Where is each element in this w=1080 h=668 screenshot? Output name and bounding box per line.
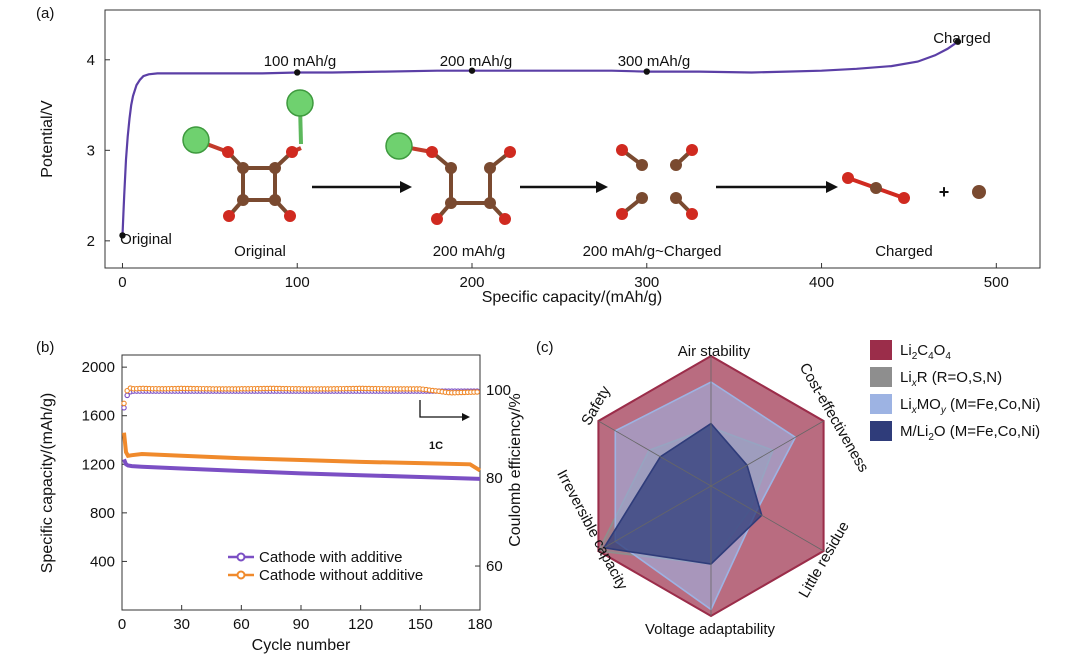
b-xtick-label: 150 (408, 616, 433, 633)
rate-label: 1C (429, 440, 443, 452)
panel-a-ticks: 0 100 200 300 400 500 2 3 4 (87, 52, 1009, 291)
radar-spoke (710, 420, 824, 487)
annotation-original-point: Original (120, 231, 172, 248)
annotation-300: 300 mAh/g (618, 53, 691, 70)
marked-point (643, 68, 650, 75)
b-y2tick-label: 60 (486, 558, 503, 575)
plus-sign: + (939, 182, 950, 202)
panel-a-ylabel: Potential/V (39, 100, 56, 178)
legend-swatch (870, 394, 892, 414)
a-ytick-label: 2 (87, 233, 95, 250)
b-y2tick-label: 80 (486, 470, 503, 487)
b-xtick-label: 60 (233, 616, 250, 633)
b-ytick-label: 1600 (82, 408, 115, 425)
legend-marker-with-additive (236, 552, 246, 562)
b-xtick-label: 30 (173, 616, 190, 633)
capacity-line (122, 432, 482, 473)
b-y2tick-label: 100 (486, 382, 511, 399)
annotation-100: 100 mAh/g (264, 53, 337, 70)
panel-b-label: (b) (36, 339, 54, 356)
potential-curve (121, 40, 959, 236)
legend-swatch (870, 340, 892, 360)
b-ytick-label: 2000 (82, 359, 115, 376)
panel-a-label: (a) (36, 5, 54, 22)
panel-b-legend: Cathode with additive Cathode without ad… (228, 549, 423, 584)
b-xtick-label: 0 (118, 616, 126, 633)
panel-c-label: (c) (536, 339, 554, 356)
panel-b-xlabel: Cycle number (252, 637, 351, 654)
legend-marker-without-additive (236, 570, 246, 580)
a-xtick-label: 300 (634, 274, 659, 291)
panel-b: (b) 0 30 60 90 120 150 180 400 800 1200 1600 2000 60… (36, 339, 524, 654)
panel-c: (c) Air stabilityCost-effectivenessLittl… (536, 339, 1040, 638)
efficiency-point (121, 405, 127, 411)
marked-points (119, 38, 962, 239)
b-xtick-label: 90 (293, 616, 310, 633)
panel-c-legend: Li2C4O4 LixR (R=O,S,N) LixMOy (M=Fe,Co,Ni)… (870, 340, 1040, 443)
a-ytick-label: 3 (87, 142, 95, 159)
a-xtick-label: 200 (459, 274, 484, 291)
annotation-charged: Charged (933, 30, 991, 47)
legend-swatch (870, 367, 892, 387)
stage-label-original: Original (234, 243, 286, 260)
radar-axis-label: Voltage adaptability (645, 621, 776, 638)
marked-point (468, 67, 476, 74)
stage-label-200-charged: 200 mAh/g~Charged (583, 243, 722, 260)
stage-label-charged: Charged (875, 243, 933, 260)
marked-point (119, 232, 126, 239)
a-xtick-label: 500 (984, 274, 1009, 291)
molecule-charged-icon (842, 172, 986, 204)
legend-label: LixR (R=O,S,N) (900, 369, 1002, 389)
panel-b-ylabel: Specific capacity/(mAh/g) (39, 393, 56, 574)
legend-label-without-additive: Cathode without additive (259, 567, 423, 584)
b-ytick-label: 1200 (82, 456, 115, 473)
radar-spoke (710, 485, 824, 552)
stage-label-200: 200 mAh/g (433, 243, 506, 260)
b-ytick-label: 400 (90, 553, 115, 570)
a-xtick-label: 100 (285, 274, 310, 291)
legend-label: LixMOy (M=Fe,Co,Ni) (900, 396, 1040, 416)
marked-point (954, 38, 962, 45)
molecule-200-icon (385, 132, 516, 225)
panel-a: (a) 0 100 200 300 400 500 2 3 4 Specific capacit… (36, 5, 1041, 306)
arrow-3-icon (716, 181, 838, 193)
legend-label: M/Li2O (M=Fe,Co,Ni) (900, 423, 1040, 443)
panel-b-ticks: 0 30 60 90 120 150 180 400 800 1200 1600 2000 60 80 10… (82, 359, 511, 633)
arrow-1-icon (312, 181, 412, 193)
a-xtick-label: 0 (118, 274, 126, 291)
molecule-fragments-icon (616, 144, 698, 220)
b-ytick-label: 800 (90, 505, 115, 522)
a-xtick-label: 400 (809, 274, 834, 291)
panel-a-xlabel: Specific capacity/(mAh/g) (482, 289, 663, 306)
radar-spoke (598, 420, 712, 487)
panel-a-frame (104, 9, 1041, 269)
arrow-2-icon (520, 181, 608, 193)
annotation-200: 200 mAh/g (440, 53, 513, 70)
a-ytick-label: 4 (87, 52, 95, 69)
panel-b-y2label: Coulomb efficiency/% (507, 393, 524, 547)
efficiency-point (121, 400, 127, 407)
legend-swatch (870, 421, 892, 441)
b-xtick-label: 120 (348, 616, 373, 633)
legend-label: Li2C4O4 (900, 342, 951, 362)
b-xtick-label: 180 (467, 616, 492, 633)
panel-b-series (121, 385, 482, 481)
marked-point (294, 69, 301, 76)
axis-pointer-arrow-icon (419, 400, 470, 421)
capacity-line (122, 458, 481, 481)
efficiency-point (474, 389, 480, 395)
radar-spoke (598, 485, 712, 552)
molecule-original-icon (182, 89, 314, 222)
radar-axis-label: Air stability (678, 343, 751, 360)
legend-label-with-additive: Cathode with additive (259, 549, 402, 566)
radar-chart (597, 354, 825, 618)
